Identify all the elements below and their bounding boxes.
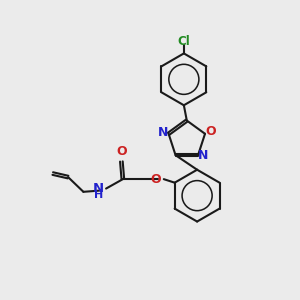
Text: O: O [116, 145, 127, 158]
Text: N: N [158, 126, 169, 139]
Text: N: N [92, 182, 104, 195]
Text: Cl: Cl [178, 34, 190, 48]
Text: N: N [198, 149, 208, 162]
Text: O: O [205, 125, 216, 138]
Text: H: H [94, 190, 104, 200]
Text: O: O [150, 172, 161, 186]
